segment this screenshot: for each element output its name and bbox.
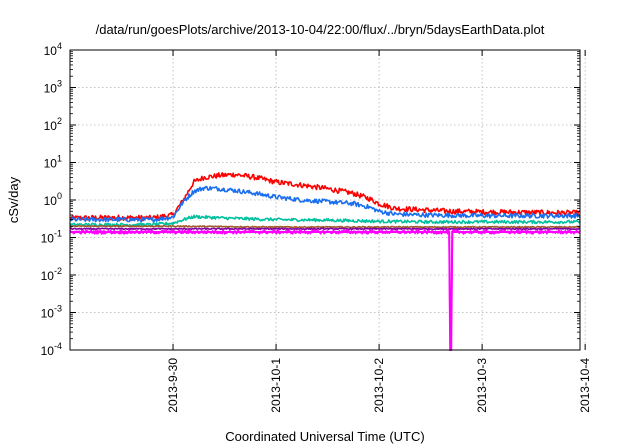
x-tick-label: 2013-9-30 bbox=[166, 358, 180, 413]
y-tick-label: 104 bbox=[44, 41, 62, 58]
x-tick-label: 2013-10-4 bbox=[578, 358, 592, 413]
y-tick-label: 102 bbox=[44, 116, 62, 133]
series-line-2 bbox=[69, 185, 581, 223]
y-tick-label: 101 bbox=[44, 154, 62, 171]
y-tick-label: 10-2 bbox=[41, 266, 62, 283]
x-axis-label: Coordinated Universal Time (UTC) bbox=[225, 429, 424, 444]
series-line-4 bbox=[69, 224, 581, 229]
x-axis: 2013-9-30 2013-10-1 2013-10-2 2013-10-3 2013… bbox=[166, 50, 592, 413]
y-tick-label: 10-3 bbox=[41, 304, 62, 321]
series-line-5 bbox=[69, 227, 581, 231]
series-line-6 bbox=[69, 229, 581, 351]
x-tick-label: 2013-10-1 bbox=[269, 358, 283, 413]
chart-title: /data/run/goesPlots/archive/2013-10-04/2… bbox=[96, 22, 545, 37]
y-tick-label: 10-1 bbox=[41, 229, 62, 246]
y-axis: 10-4 10-3 10-2 10-1 100 101 102 103 104 bbox=[41, 41, 580, 358]
x-tick-label: 2013-10-2 bbox=[372, 358, 386, 413]
series-line-3 bbox=[69, 214, 581, 227]
series-layer bbox=[69, 172, 581, 351]
grid bbox=[70, 50, 586, 350]
series-line-1 bbox=[69, 172, 581, 222]
y-tick-label: 103 bbox=[44, 79, 62, 96]
y-tick-label: 10-4 bbox=[41, 341, 62, 358]
y-tick-label: 100 bbox=[44, 191, 62, 208]
series-spike bbox=[70, 231, 580, 351]
x-tick-label: 2013-10-3 bbox=[475, 358, 489, 413]
y-axis-label: cSv/day bbox=[6, 176, 21, 223]
